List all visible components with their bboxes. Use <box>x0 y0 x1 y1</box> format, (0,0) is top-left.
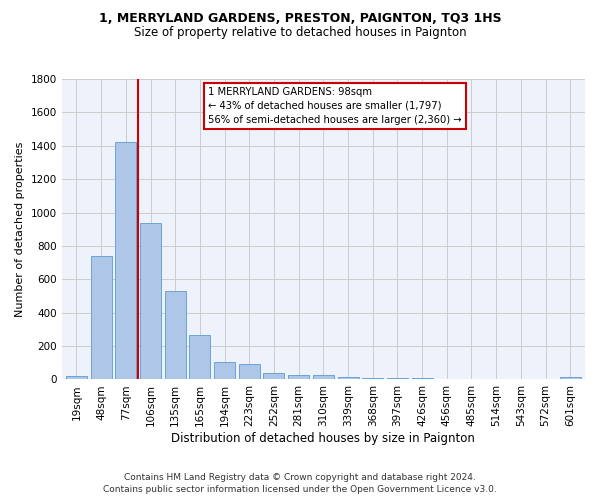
Bar <box>66 376 87 380</box>
Bar <box>214 362 235 380</box>
Bar <box>239 364 260 380</box>
Bar <box>91 256 112 380</box>
Bar <box>362 378 383 380</box>
Bar <box>535 379 556 380</box>
Bar <box>165 291 186 380</box>
Bar <box>140 224 161 380</box>
Bar <box>511 379 532 380</box>
Bar <box>190 335 211 380</box>
Y-axis label: Number of detached properties: Number of detached properties <box>15 142 25 317</box>
Bar <box>560 377 581 380</box>
Bar <box>461 379 482 380</box>
Text: 1, MERRYLAND GARDENS, PRESTON, PAIGNTON, TQ3 1HS: 1, MERRYLAND GARDENS, PRESTON, PAIGNTON,… <box>98 12 502 26</box>
Bar <box>313 375 334 380</box>
Bar <box>436 379 457 380</box>
Bar <box>263 373 284 380</box>
X-axis label: Distribution of detached houses by size in Paignton: Distribution of detached houses by size … <box>172 432 475 445</box>
Text: Contains HM Land Registry data © Crown copyright and database right 2024.: Contains HM Land Registry data © Crown c… <box>124 472 476 482</box>
Bar <box>412 378 433 380</box>
Bar <box>115 142 136 380</box>
Text: Size of property relative to detached houses in Paignton: Size of property relative to detached ho… <box>134 26 466 39</box>
Text: Contains public sector information licensed under the Open Government Licence v3: Contains public sector information licen… <box>103 485 497 494</box>
Bar <box>288 375 309 380</box>
Text: 1 MERRYLAND GARDENS: 98sqm
← 43% of detached houses are smaller (1,797)
56% of s: 1 MERRYLAND GARDENS: 98sqm ← 43% of deta… <box>208 86 462 124</box>
Bar <box>338 378 359 380</box>
Bar <box>485 379 506 380</box>
Bar <box>387 378 408 380</box>
